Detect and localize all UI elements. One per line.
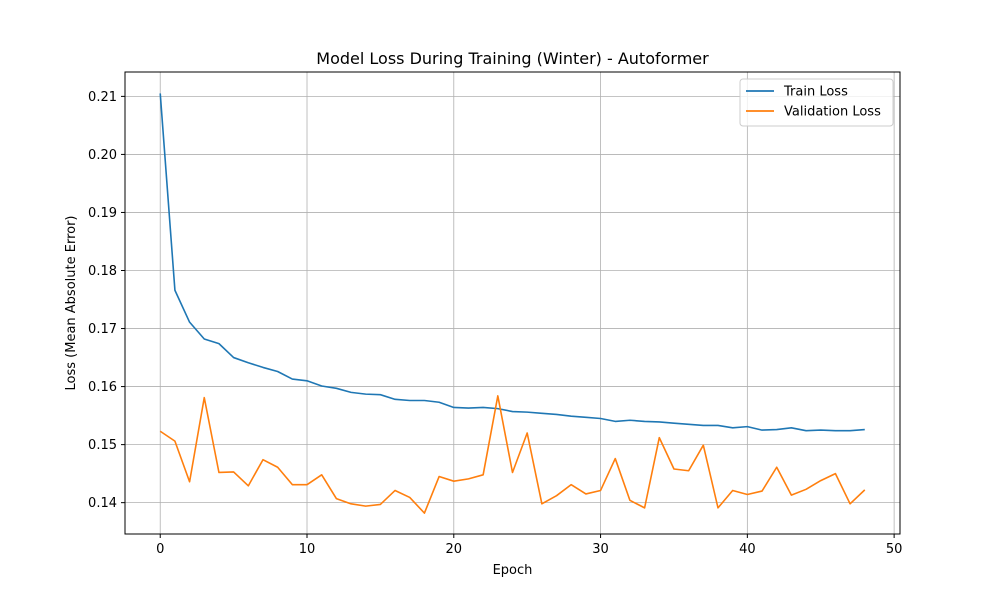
y-tick-label: 0.20 bbox=[88, 148, 117, 163]
x-tick-label: 40 bbox=[739, 542, 756, 557]
x-tick-label: 30 bbox=[592, 542, 609, 557]
y-tick-label: 0.17 bbox=[88, 322, 117, 337]
plot-frame bbox=[124, 71, 901, 535]
grid-lines bbox=[125, 72, 900, 534]
series-line-validation-loss bbox=[159, 395, 866, 514]
y-axis-ticks: 0.14 0.15 0.16 0.17 0.18 0.19 0.20 0.21 bbox=[88, 90, 125, 511]
legend-box bbox=[739, 78, 894, 127]
y-tick-label: 0.19 bbox=[88, 206, 117, 221]
y-tick-label: 0.16 bbox=[88, 380, 117, 395]
x-axis-ticks: 0 10 20 30 40 50 bbox=[156, 534, 902, 557]
x-tick-label: 50 bbox=[886, 542, 903, 557]
legend-label: Validation Loss bbox=[784, 105, 881, 120]
x-tick-label: 10 bbox=[299, 542, 316, 557]
x-tick-label: 20 bbox=[446, 542, 463, 557]
y-tick-label: 0.21 bbox=[88, 90, 117, 105]
y-tick-label: 0.14 bbox=[88, 496, 117, 511]
legend: Train Loss Validation Loss bbox=[739, 78, 894, 127]
y-tick-label: 0.18 bbox=[88, 264, 117, 279]
x-tick-label: 0 bbox=[156, 542, 164, 557]
series-lines bbox=[159, 93, 866, 514]
series-line-train-loss bbox=[159, 93, 865, 432]
x-axis-label: Epoch bbox=[493, 563, 533, 578]
y-tick-label: 0.15 bbox=[88, 438, 117, 453]
chart-title: Model Loss During Training (Winter) - Au… bbox=[316, 49, 709, 68]
legend-label: Train Loss bbox=[783, 85, 848, 100]
y-axis-label: Loss (Mean Absolute Error) bbox=[64, 216, 79, 391]
